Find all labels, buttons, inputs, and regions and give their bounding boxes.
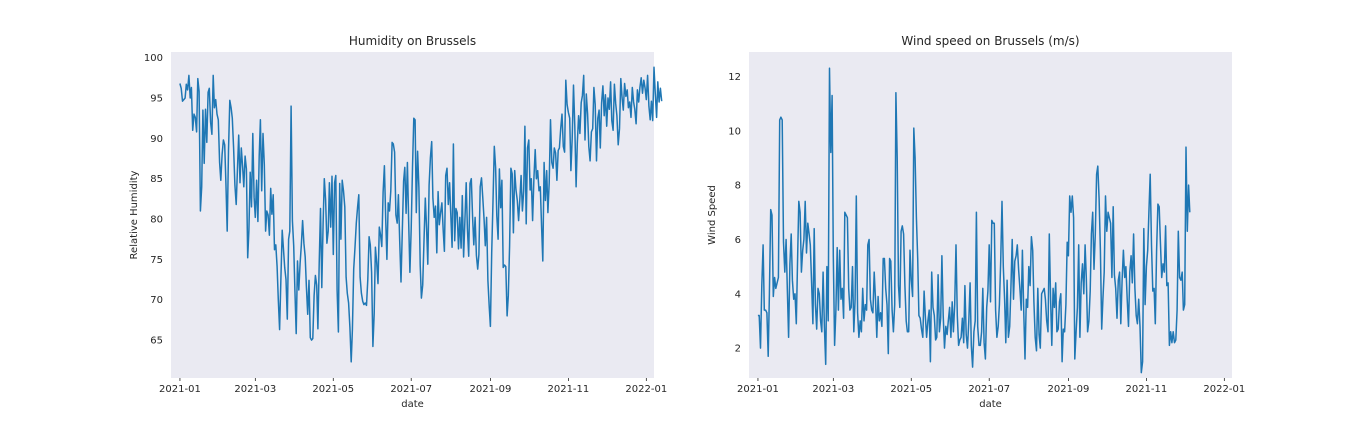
x-tick-label: 2022-01: [1203, 384, 1245, 395]
y-tick-label: 75: [150, 255, 163, 266]
y-tick-label: 90: [150, 134, 163, 145]
y-tick-label: 12: [728, 72, 741, 83]
x-tick-label: 2021-11: [547, 384, 589, 395]
x-tick-label: 2022-01: [625, 384, 667, 395]
x-tick-label: 2021-03: [812, 384, 854, 395]
y-tick-label: 4: [735, 289, 741, 300]
y-tick-label: 8: [735, 181, 741, 192]
y-axis-label: Wind Speed: [707, 185, 718, 245]
chart-title: Humidity on Brussels: [349, 34, 476, 48]
y-tick-label: 100: [144, 53, 163, 64]
x-tick-label: 2021-11: [1125, 384, 1167, 395]
y-tick-label: 10: [728, 126, 741, 137]
y-tick-label: 6: [735, 235, 741, 246]
x-tick-label: 2021-05: [890, 384, 932, 395]
y-tick-label: 80: [150, 215, 163, 226]
y-tick-label: 70: [150, 295, 163, 306]
x-tick-label: 2021-01: [159, 384, 201, 395]
x-axis-label: date: [979, 399, 1002, 410]
x-tick-label: 2021-07: [968, 384, 1010, 395]
x-tick-label: 2021-09: [1048, 384, 1090, 395]
y-tick-label: 95: [150, 93, 163, 104]
x-tick-label: 2021-05: [312, 384, 354, 395]
series-line: [757, 67, 1191, 374]
x-tick-label: 2021-01: [737, 384, 779, 395]
y-axis-label: Relative Humidity: [129, 171, 140, 260]
wind-speed-chart: Wind speed on Brussels (m/s) 2021-01 2021-…: [707, 34, 1245, 410]
y-tick-label: 85: [150, 174, 163, 185]
x-tick-label: 2021-03: [234, 384, 276, 395]
y-tick-label: 65: [150, 336, 163, 347]
x-tick-label: 2021-09: [470, 384, 512, 395]
x-tick-label: 2021-07: [390, 384, 432, 395]
y-tick-label: 2: [735, 344, 741, 355]
x-axis-label: date: [401, 399, 424, 410]
chart-title: Wind speed on Brussels (m/s): [901, 34, 1079, 48]
humidity-chart: Humidity on Brussels 2021-01 2021-03 2021-0…: [129, 34, 667, 410]
series-line: [179, 66, 663, 363]
